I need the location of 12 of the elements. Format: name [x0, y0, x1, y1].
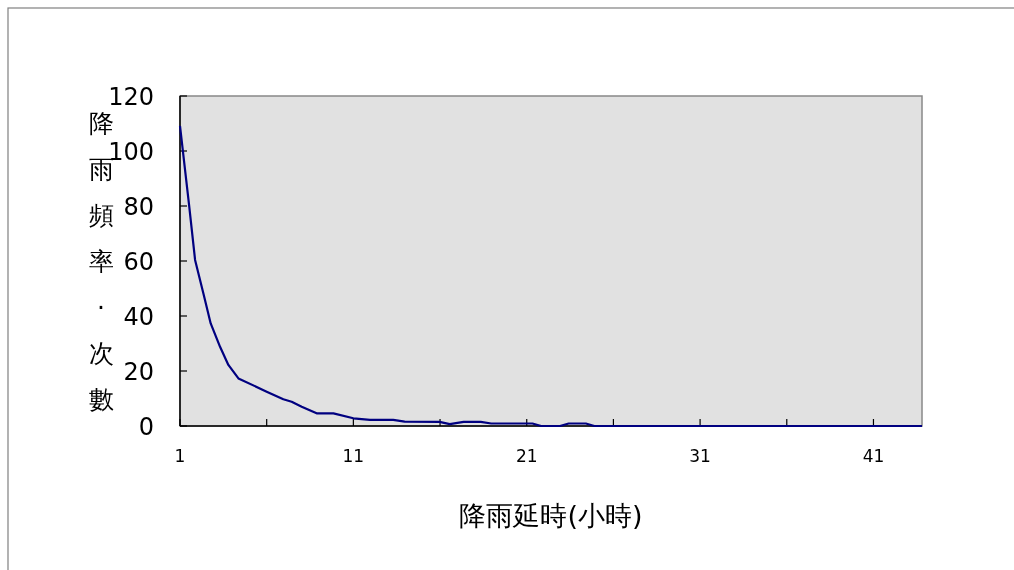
- x-tick-label: 41: [862, 446, 885, 466]
- y-tick-label: 80: [123, 193, 154, 221]
- y-tick-label: 60: [123, 248, 154, 276]
- x-tick-label: 21: [515, 446, 538, 466]
- y-tick-label: 120: [108, 83, 154, 111]
- x-tick-label: 11: [342, 446, 365, 466]
- y-tick-label: 40: [123, 303, 154, 331]
- x-tick-label: 1: [174, 446, 186, 466]
- y-tick-label: 0: [138, 413, 154, 441]
- x-tick-label: 31: [689, 446, 711, 466]
- y-tick-label: 20: [123, 358, 154, 386]
- x-axis-title: 降雨延時(小時): [459, 500, 643, 531]
